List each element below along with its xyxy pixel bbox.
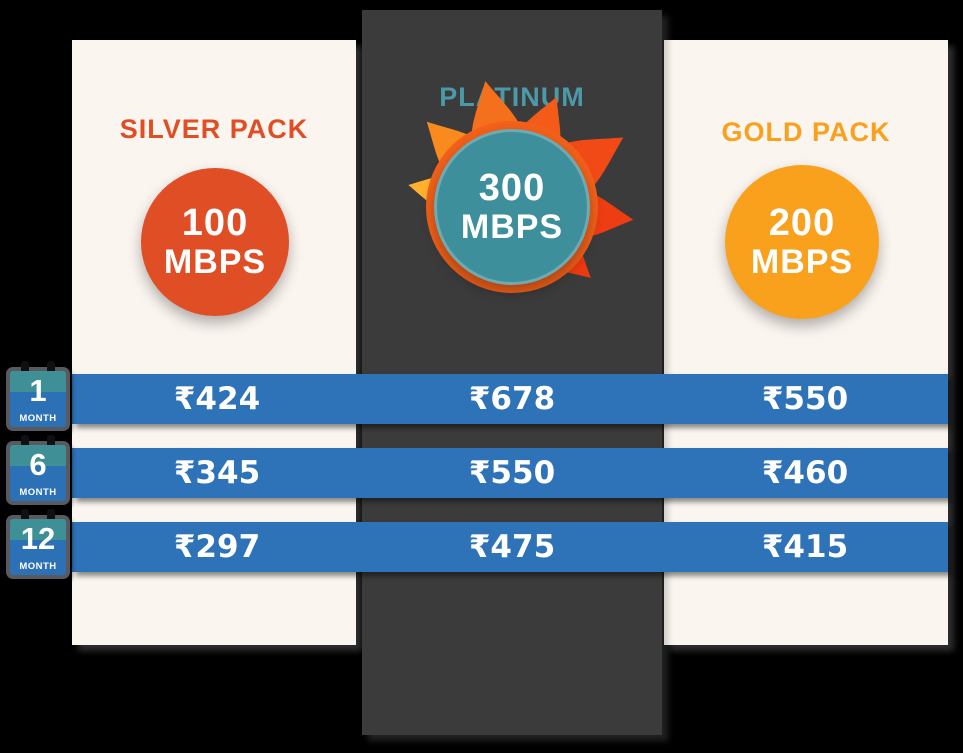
calendar-body: 12 MONTH [10,519,66,575]
calendar-header [10,519,66,541]
price-silver-1month: ₹424 [173,381,261,417]
calendar-frame: 12 MONTH [6,509,70,579]
gold-speed-badge: 200 MBPS [725,165,879,319]
platinum-speed-value: 300 [478,167,546,210]
duration-number: 12 [20,521,56,556]
duration-unit: MONTH [19,413,57,424]
gold-speed-unit: MBPS [750,243,854,282]
calendar-body: 1 MONTH [10,371,66,427]
calendar-ring-icon [47,435,55,450]
duration-unit: MONTH [19,487,57,498]
price-row-6-month: ₹345 ₹550 ₹460 [72,448,948,498]
price-platinum-6month: ₹550 [468,455,556,491]
price-gold-1month: ₹550 [761,381,849,417]
silver-pack-title: SILVER PACK [119,114,309,145]
calendar-icon-1-month: 1 MONTH [6,361,70,431]
calendar-ring-icon [21,509,29,524]
price-platinum-1month: ₹678 [468,381,556,417]
gold-pack-title: GOLD PACK [721,117,891,148]
calendar-icon-12-month: 12 MONTH [6,509,70,579]
platinum-speed-badge: 300 MBPS [434,129,590,285]
calendar-ring-icon [47,361,55,376]
price-row-1-month: ₹424 ₹678 ₹550 [72,374,948,424]
price-platinum-12month: ₹475 [468,529,556,565]
gold-speed-value: 200 [768,202,836,245]
calendar-ring-icon [21,361,29,376]
price-gold-6month: ₹460 [761,455,849,491]
silver-speed-unit: MBPS [163,243,267,282]
calendar-header [10,371,66,393]
calendar-icon-6-month: 6 MONTH [6,435,70,505]
platinum-pack-title: PLATINUM [439,82,585,113]
silver-speed-badge: 100 MBPS [141,168,289,316]
calendar-ring-icon [47,509,55,524]
platinum-speed-unit: MBPS [460,208,564,247]
platinum-pack-panel: PLATINUM 300 MBPS [362,10,662,735]
calendar-ring-icon [21,435,29,450]
silver-speed-value: 100 [181,202,249,245]
calendar-frame: 1 MONTH [6,361,70,431]
price-row-12-month: ₹297 ₹475 ₹415 [72,522,948,572]
price-silver-6month: ₹345 [173,455,261,491]
price-gold-12month: ₹415 [761,529,849,565]
duration-number: 1 [29,373,47,408]
duration-unit: MONTH [19,561,57,572]
calendar-body: 6 MONTH [10,445,66,501]
duration-number: 6 [29,447,47,482]
price-silver-12month: ₹297 [173,529,261,565]
calendar-frame: 6 MONTH [6,435,70,505]
calendar-header [10,445,66,467]
